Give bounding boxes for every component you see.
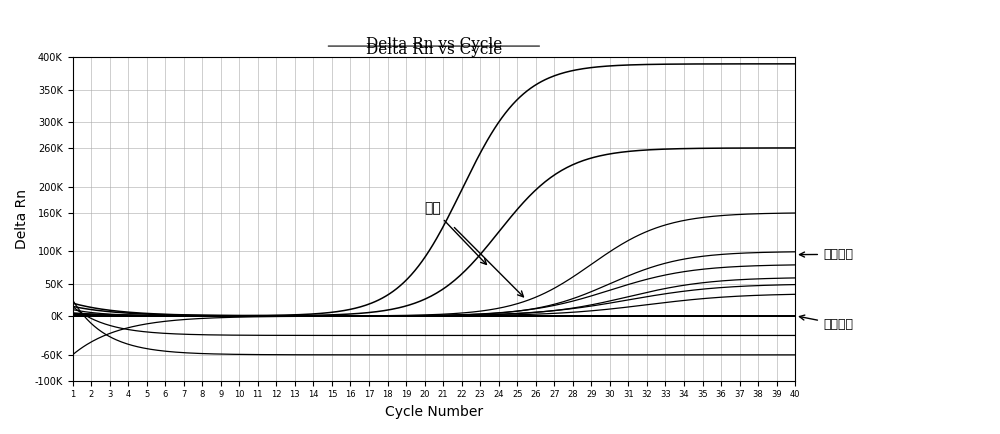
Text: 阳性对照: 阳性对照 bbox=[800, 248, 853, 261]
Text: 样品: 样品 bbox=[425, 201, 486, 264]
Text: Delta Rn vs Cycle: Delta Rn vs Cycle bbox=[366, 37, 502, 51]
Text: Delta Rn vs Cycle: Delta Rn vs Cycle bbox=[366, 43, 502, 57]
X-axis label: Cycle Number: Cycle Number bbox=[385, 405, 483, 419]
Y-axis label: Delta Rn: Delta Rn bbox=[15, 189, 29, 249]
Text: 阴性对照: 阴性对照 bbox=[799, 315, 853, 331]
